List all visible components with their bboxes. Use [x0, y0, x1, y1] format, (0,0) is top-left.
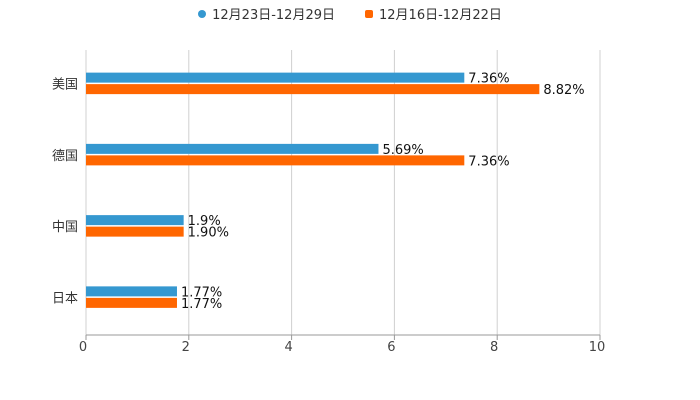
x-tick-label: 8 — [490, 340, 498, 355]
bar — [86, 226, 184, 237]
data-label: 7.36% — [468, 72, 509, 87]
data-label: 8.82% — [543, 83, 584, 98]
bar — [86, 72, 465, 83]
data-label: 1.77% — [181, 297, 222, 312]
y-tick-label: 日本 — [52, 291, 78, 306]
legend-marker — [198, 9, 207, 18]
bar — [86, 215, 184, 226]
legend-marker — [365, 9, 373, 18]
data-label: 1.90% — [188, 226, 229, 241]
legend-item[interactable]: 12月23日-12月29日 — [198, 4, 335, 23]
x-tick-label: 6 — [387, 340, 395, 355]
bar — [86, 297, 177, 308]
legend-label: 12月23日-12月29日 — [212, 8, 335, 23]
legend: 12月23日-12月29日 12月16日-12月22日 — [0, 4, 700, 23]
bar — [86, 84, 540, 95]
data-label: 7.36% — [468, 154, 509, 169]
x-tick-label: 2 — [182, 340, 190, 355]
legend-item[interactable]: 12月16日-12月22日 — [365, 4, 502, 23]
bar — [86, 286, 177, 297]
y-tick-label: 美国 — [52, 78, 78, 93]
legend-label: 12月16日-12月22日 — [379, 8, 502, 23]
bar — [86, 143, 379, 154]
data-label: 1.9% — [188, 214, 221, 229]
y-tick-label: 中国 — [52, 220, 78, 235]
y-tick-label: 德国 — [52, 149, 78, 164]
x-tick-label: 0 — [79, 340, 87, 355]
bar — [86, 155, 465, 166]
data-label: 1.77% — [181, 285, 222, 300]
x-tick-label: 10 — [589, 340, 606, 355]
x-tick-label: 4 — [284, 340, 292, 355]
data-label: 5.69% — [382, 143, 423, 158]
